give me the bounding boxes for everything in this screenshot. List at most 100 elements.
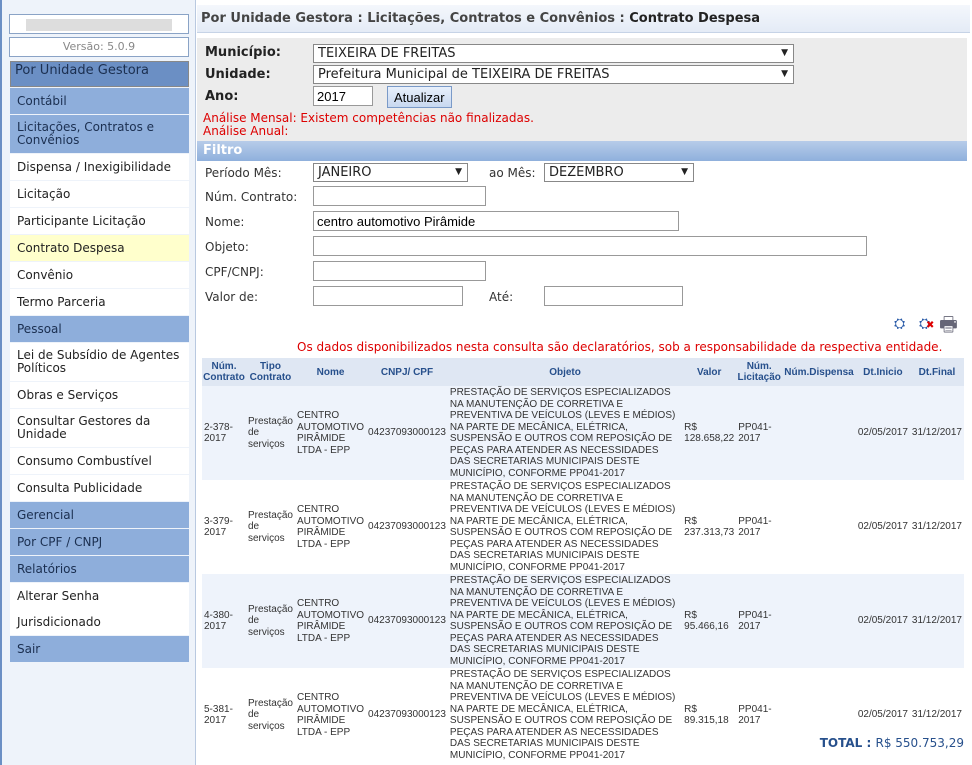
redacted-user bbox=[26, 19, 172, 31]
sidebar-item-contrato-despesa[interactable]: Contrato Despesa bbox=[10, 235, 189, 262]
unidade-label: Unidade: bbox=[205, 67, 271, 82]
sidebar-item-participante-licitac-a-o[interactable]: Participante Licitação bbox=[10, 208, 189, 235]
municipio-value: TEIXEIRA DE FREITAS bbox=[318, 46, 456, 61]
version-label: Versão: 5.0.9 bbox=[9, 37, 189, 57]
cell-tipo-contrato: Prestação de serviços bbox=[245, 574, 295, 668]
sidebar-item-licitac-a-o[interactable]: Licitação bbox=[10, 181, 189, 208]
sidebar-item-consulta-publicidade[interactable]: Consulta Publicidade bbox=[10, 475, 189, 502]
cell-valor: R$ 89.315,18 bbox=[682, 668, 737, 762]
num-contrato-label: Núm. Contrato: bbox=[205, 190, 298, 204]
cell-nu-m-dispensa bbox=[782, 480, 856, 574]
cell-cnpj-cpf: 04237093000123 bbox=[366, 574, 448, 668]
unidade-value: Prefeitura Municipal de TEIXEIRA DE FREI… bbox=[318, 67, 610, 82]
municipio-label: Município: bbox=[205, 45, 281, 60]
table-row[interactable]: 5-381-2017 Prestação de serviços CENTRO AU… bbox=[202, 668, 964, 762]
cell-nu-m-licitac-a-o: PP041-2017 bbox=[736, 668, 783, 762]
ao-mes-label: ao Mês: bbox=[489, 166, 536, 180]
objeto-input[interactable] bbox=[313, 236, 867, 256]
municipio-select[interactable]: TEIXEIRA DE FREITAS ▼ bbox=[313, 44, 794, 63]
cell-nu-m-contrato: 2-378-2017 bbox=[202, 386, 246, 480]
periodo-ate-value: DEZEMBRO bbox=[549, 165, 624, 180]
table-row[interactable]: 4-380-2017 Prestação de serviços CENTRO AU… bbox=[202, 574, 964, 668]
column-header: Objeto bbox=[447, 358, 683, 386]
objeto-label: Objeto: bbox=[205, 240, 249, 254]
periodo-de-select[interactable]: JANEIRO ▼ bbox=[313, 163, 468, 182]
sidebar-item-dispensa-inexigibilidade[interactable]: Dispensa / Inexigibilidade bbox=[10, 154, 189, 181]
total-value: R$ 550.753,29 bbox=[875, 736, 965, 750]
cell-dt-inicio: 02/05/2017 bbox=[855, 574, 910, 668]
cell-tipo-contrato: Prestação de serviços bbox=[245, 668, 295, 762]
cell-dt-inicio: 02/05/2017 bbox=[855, 480, 910, 574]
sidebar-item-alterar-senha-jurisdicionado[interactable]: Alterar Senha Jurisdicionado bbox=[10, 583, 189, 636]
dropdown-arrow-icon: ▼ bbox=[455, 167, 462, 177]
filtro-header: Filtro bbox=[197, 141, 967, 161]
cell-objeto: PRESTAÇÃO DE SERVIÇOS ESPECIALIZADOS NA … bbox=[447, 386, 683, 480]
breadcrumb-path: Por Unidade Gestora : Licitações, Contra… bbox=[201, 11, 630, 26]
nome-input[interactable] bbox=[313, 211, 679, 231]
dropdown-arrow-icon: ▼ bbox=[681, 167, 688, 177]
ate-input[interactable] bbox=[544, 286, 683, 306]
cpf-input[interactable] bbox=[313, 261, 486, 281]
sidebar: Versão: 5.0.9 Por Unidade GestoraExecuçã… bbox=[0, 0, 196, 765]
cell-nu-m-licitac-a-o: PP041-2017 bbox=[736, 386, 783, 480]
total: TOTAL : R$ 550.753,29 bbox=[820, 736, 964, 750]
sidebar-item-consultar-gestores-da-unidade[interactable]: Consultar Gestores da Unidade bbox=[10, 409, 189, 448]
cell-cnpj-cpf: 04237093000123 bbox=[366, 480, 448, 574]
sidebar-item-termo-parceria[interactable]: Termo Parceria bbox=[10, 289, 189, 316]
user-box bbox=[9, 14, 189, 34]
dropdown-arrow-icon: ▼ bbox=[781, 69, 788, 79]
sidebar-item-conta-bil[interactable]: Contábil bbox=[10, 88, 189, 115]
unidade-select[interactable]: Prefeitura Municipal de TEIXEIRA DE FREI… bbox=[313, 65, 794, 84]
valor-de-label: Valor de: bbox=[205, 290, 259, 304]
periodo-ate-select[interactable]: DEZEMBRO ▼ bbox=[544, 163, 694, 182]
ate-label: Até: bbox=[489, 290, 514, 304]
column-header: Nome bbox=[294, 358, 367, 386]
sidebar-item-licitac-o-es-contratos-e-conve-nios[interactable]: Licitações, Contratos e Convênios bbox=[10, 115, 189, 154]
cell-objeto: PRESTAÇÃO DE SERVIÇOS ESPECIALIZADOS NA … bbox=[447, 668, 683, 762]
cell-valor: R$ 237.313,73 bbox=[682, 480, 737, 574]
cell-nu-m-dispensa bbox=[782, 668, 856, 762]
cell-nome: CENTRO AUTOMOTIVO PIRÂMIDE LTDA - EPP bbox=[294, 386, 367, 480]
cell-dt-final: 31/12/2017 bbox=[909, 574, 964, 668]
cell-valor: R$ 128.658,22 bbox=[682, 386, 737, 480]
ano-label: Ano: bbox=[205, 89, 239, 104]
column-header: CNPJ/ CPF bbox=[366, 358, 448, 386]
cell-tipo-contrato: Prestação de serviços bbox=[245, 480, 295, 574]
cell-nu-m-dispensa bbox=[782, 386, 856, 480]
clear-search-icon[interactable]: ⛭ ✖ bbox=[919, 316, 935, 332]
sidebar-item-lei-de-subsi-dio-de-agentes-poli-ticos[interactable]: Lei de Subsídio de Agentes Políticos bbox=[10, 343, 189, 382]
cell-cnpj-cpf: 04237093000123 bbox=[366, 668, 448, 762]
sidebar-item-conve-nio[interactable]: Convênio bbox=[10, 262, 189, 289]
atualizar-button[interactable]: Atualizar bbox=[387, 86, 452, 108]
binoculars-search-icon[interactable]: ⛭ bbox=[894, 316, 906, 332]
sidebar-item-consumo-combusti-vel[interactable]: Consumo Combustível bbox=[10, 448, 189, 475]
sidebar-item-por-cpf-cnpj[interactable]: Por CPF / CNPJ bbox=[10, 529, 189, 556]
printer-icon[interactable]: 🖶 bbox=[939, 312, 958, 336]
table-row[interactable]: 3-379-2017 Prestação de serviços CENTRO AU… bbox=[202, 480, 964, 574]
sidebar-item-relato-rios[interactable]: Relatórios bbox=[10, 556, 189, 583]
unit-form: Município: TEIXEIRA DE FREITAS ▼ Unidade:… bbox=[197, 38, 967, 141]
column-header: Tipo Contrato bbox=[245, 358, 295, 386]
dropdown-arrow-icon: ▼ bbox=[781, 48, 788, 58]
sidebar-item-gerencial[interactable]: Gerencial bbox=[10, 502, 189, 529]
cell-valor: R$ 95.466,16 bbox=[682, 574, 737, 668]
sidebar-menu: Por Unidade GestoraExecução Orçamentária… bbox=[2, 61, 195, 663]
sidebar-item-obras-e-servic-os[interactable]: Obras e Serviços bbox=[10, 382, 189, 409]
sidebar-item-pessoal[interactable]: Pessoal bbox=[10, 316, 189, 343]
breadcrumb-current: Contrato Despesa bbox=[629, 11, 761, 26]
column-header: Núm. Licitação bbox=[736, 358, 783, 386]
table-row[interactable]: 2-378-2017 Prestação de serviços CENTRO AU… bbox=[202, 386, 964, 480]
column-header: Dt.Final bbox=[909, 358, 964, 386]
num-contrato-input[interactable] bbox=[313, 186, 486, 206]
ano-input[interactable] bbox=[313, 86, 373, 106]
cell-nome: CENTRO AUTOMOTIVO PIRÂMIDE LTDA - EPP bbox=[294, 480, 367, 574]
column-header: Núm. Contrato bbox=[202, 358, 246, 386]
sidebar-item-por-unidade-gestora[interactable]: Por Unidade Gestora bbox=[10, 61, 189, 87]
valor-de-input[interactable] bbox=[313, 286, 463, 306]
cell-dt-final: 31/12/2017 bbox=[909, 386, 964, 480]
periodo-label: Período Mês: bbox=[205, 166, 282, 180]
cell-cnpj-cpf: 04237093000123 bbox=[366, 386, 448, 480]
sidebar-item-sair[interactable]: Sair bbox=[10, 636, 189, 663]
periodo-de-value: JANEIRO bbox=[318, 165, 372, 180]
cell-nu-m-contrato: 4-380-2017 bbox=[202, 574, 246, 668]
